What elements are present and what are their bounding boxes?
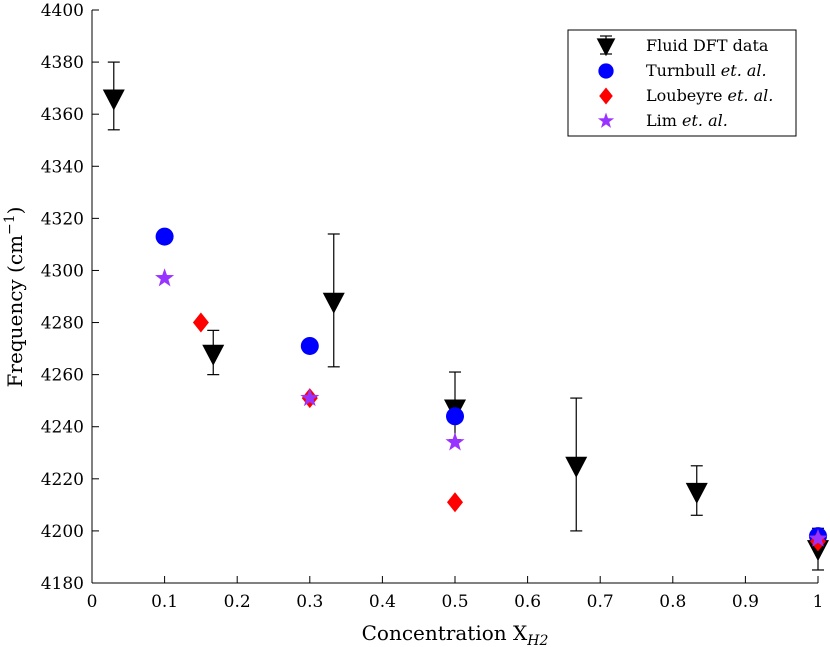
- data-point-triangle-down: [685, 482, 708, 504]
- legend-label: Fluid DFT data: [646, 36, 769, 55]
- y-tick-label: 4320: [41, 209, 84, 229]
- data-point-triangle-down: [102, 89, 125, 111]
- y-axis-title-main: Frequency (cm: [3, 235, 27, 388]
- data-point-star: [445, 432, 465, 451]
- x-axis-title-main: Concentration X: [362, 621, 528, 645]
- y-axis-title-tail: ): [3, 207, 27, 215]
- x-tick-label: 0.2: [224, 592, 251, 612]
- legend-label: Loubeyre et. al.: [646, 86, 773, 105]
- x-tick-label: 0.9: [732, 592, 759, 612]
- legend-label-italic: et. al.: [721, 61, 767, 80]
- y-axis-title-sup: −1: [2, 214, 18, 235]
- legend-marker-triangle-down: [596, 38, 616, 57]
- series-diamond: [192, 312, 826, 552]
- legend-label-main: Fluid DFT data: [646, 36, 769, 55]
- data-point-triangle-down: [322, 292, 345, 314]
- y-tick-label: 4360: [41, 105, 84, 125]
- legend-item: Lim et. al.: [597, 111, 728, 130]
- series-circle: [155, 227, 827, 546]
- y-tick-label: 4380: [41, 53, 84, 73]
- x-tick-label: 1: [813, 592, 824, 612]
- legend-item: Fluid DFT data: [596, 35, 769, 57]
- legend-label-main: Loubeyre: [646, 86, 728, 105]
- data-point-triangle-down: [565, 456, 588, 478]
- x-tick-label: 0.3: [296, 592, 323, 612]
- x-axis-title-sub: H2: [526, 633, 548, 647]
- data-point-circle: [300, 336, 319, 355]
- series-star: [155, 268, 828, 547]
- data-point-diamond: [447, 492, 463, 513]
- y-ticks: 4180 4200 4220 4240 4260 4280 4300 4320 4340 4360…: [41, 1, 99, 594]
- legend-label-main: Turnbull: [646, 61, 721, 80]
- x-tick-label: 0.5: [441, 592, 468, 612]
- legend-marker-diamond: [599, 87, 613, 105]
- legend-label-main: Lim: [646, 111, 682, 130]
- x-axis-title: Concentration XH2: [362, 621, 549, 647]
- legend-marker-star: [597, 112, 615, 128]
- y-tick-label: 4340: [41, 157, 84, 177]
- legend-label: Turnbull et. al.: [646, 61, 767, 80]
- data-point-star: [155, 268, 175, 287]
- x-tick-label: 0.6: [514, 592, 541, 612]
- x-tick-label: 0.8: [659, 592, 686, 612]
- y-tick-label: 4240: [41, 418, 84, 438]
- legend-label-italic: et. al.: [682, 111, 728, 130]
- series-layer: [102, 61, 829, 571]
- x-tick-label: 0.7: [587, 592, 614, 612]
- legend-label: Lim et. al.: [646, 111, 728, 130]
- y-axis-title: Frequency (cm−1): [2, 207, 27, 388]
- legend-label-italic: et. al.: [728, 86, 774, 105]
- y-tick-label: 4300: [41, 261, 84, 281]
- x-tick-label: 0.4: [369, 592, 396, 612]
- data-point-star: [808, 528, 828, 547]
- series-triangle-down: [102, 61, 829, 571]
- legend-item: Turnbull et. al.: [598, 61, 767, 80]
- y-tick-label: 4200: [41, 522, 84, 542]
- data-point-triangle-down: [202, 344, 225, 366]
- data-point-circle: [155, 227, 174, 246]
- y-tick-label: 4260: [41, 366, 84, 386]
- data-point-circle: [446, 407, 464, 426]
- x-ticks: 0 0.1 0.2 0.3 0.4 0.5 0.6 0.7 0.8 0.9 1: [87, 576, 824, 612]
- legend-item: Loubeyre et. al.: [599, 86, 773, 105]
- x-tick-label: 0.1: [151, 592, 178, 612]
- data-point-diamond: [192, 312, 209, 333]
- y-tick-label: 4400: [41, 1, 84, 21]
- y-tick-label: 4280: [41, 314, 84, 334]
- y-tick-label: 4220: [41, 470, 84, 490]
- data-point-star: [300, 388, 320, 407]
- x-tick-label: 0: [87, 592, 98, 612]
- legend-marker-circle: [598, 63, 614, 79]
- y-tick-label: 4180: [41, 574, 84, 594]
